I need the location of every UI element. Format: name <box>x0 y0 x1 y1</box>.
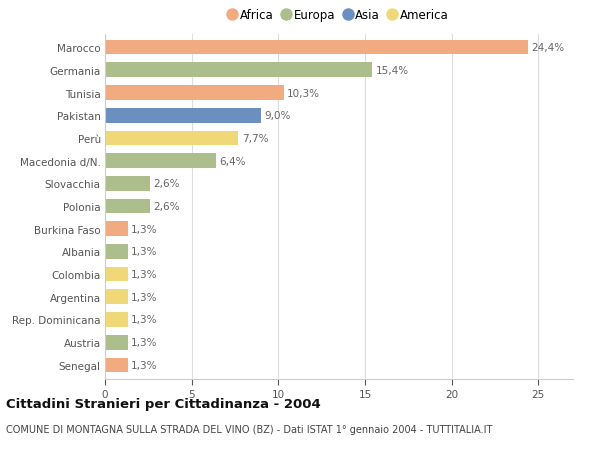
Text: 1,3%: 1,3% <box>131 315 157 325</box>
Bar <box>105 177 150 191</box>
Text: 1,3%: 1,3% <box>131 360 157 370</box>
Text: 2,6%: 2,6% <box>154 202 180 212</box>
Bar <box>105 358 128 372</box>
Text: 15,4%: 15,4% <box>376 66 409 76</box>
Text: 2,6%: 2,6% <box>154 179 180 189</box>
Text: 24,4%: 24,4% <box>532 43 565 53</box>
Bar <box>105 313 128 327</box>
Bar <box>105 222 128 236</box>
Text: 6,4%: 6,4% <box>220 156 246 166</box>
Bar <box>105 63 372 78</box>
Bar <box>105 267 128 282</box>
Bar <box>105 41 528 56</box>
Text: 9,0%: 9,0% <box>265 111 291 121</box>
Legend: Africa, Europa, Asia, America: Africa, Europa, Asia, America <box>226 6 452 26</box>
Bar <box>105 109 261 123</box>
Bar <box>105 199 150 214</box>
Text: 10,3%: 10,3% <box>287 88 320 98</box>
Text: 1,3%: 1,3% <box>131 224 157 234</box>
Text: COMUNE DI MONTAGNA SULLA STRADA DEL VINO (BZ) - Dati ISTAT 1° gennaio 2004 - TUT: COMUNE DI MONTAGNA SULLA STRADA DEL VINO… <box>6 425 493 435</box>
Bar <box>105 335 128 350</box>
Bar <box>105 86 284 101</box>
Text: 1,3%: 1,3% <box>131 337 157 347</box>
Text: 1,3%: 1,3% <box>131 247 157 257</box>
Bar <box>105 131 238 146</box>
Bar <box>105 290 128 304</box>
Text: 1,3%: 1,3% <box>131 269 157 280</box>
Text: 7,7%: 7,7% <box>242 134 268 144</box>
Bar <box>105 154 216 168</box>
Text: Cittadini Stranieri per Cittadinanza - 2004: Cittadini Stranieri per Cittadinanza - 2… <box>6 397 321 410</box>
Text: 1,3%: 1,3% <box>131 292 157 302</box>
Bar <box>105 245 128 259</box>
